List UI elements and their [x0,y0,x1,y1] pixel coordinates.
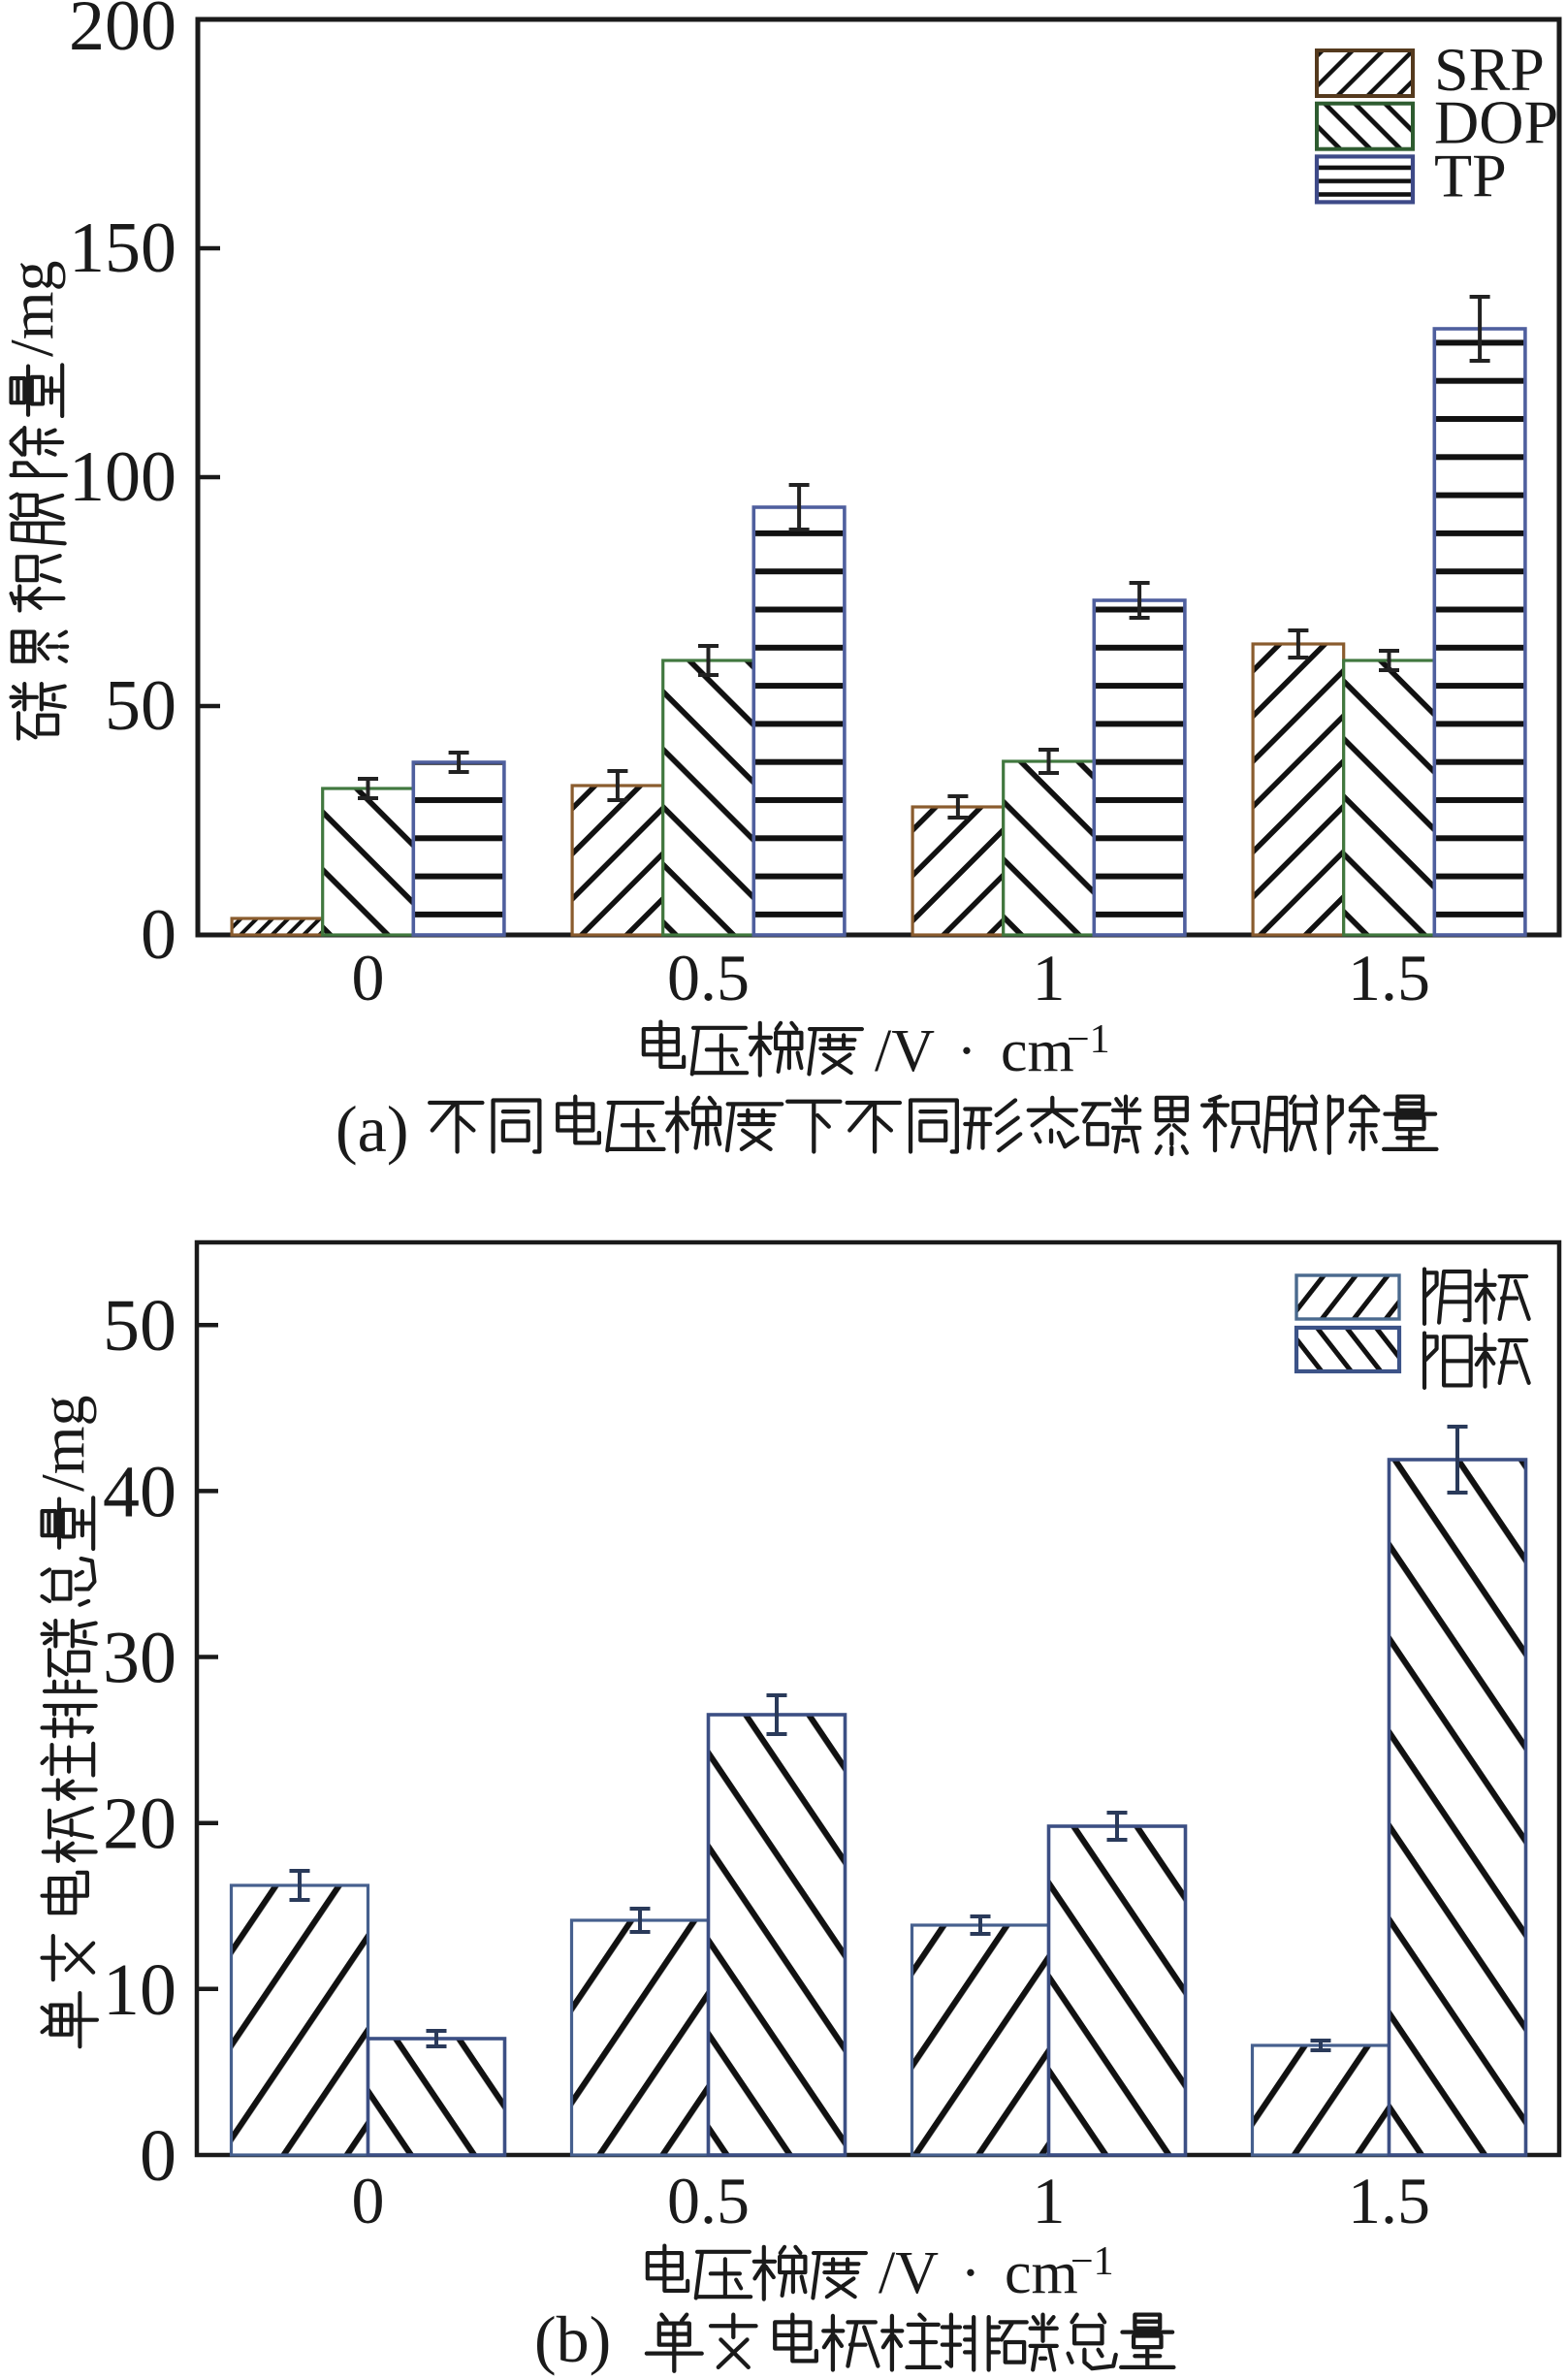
svg-text:1.5: 1.5 [1348,941,1430,1014]
svg-text:1: 1 [1033,2164,1066,2237]
svg-text:(a): (a) [336,1092,408,1166]
svg-text:/mg: /mg [28,1395,97,1492]
svg-text:0: 0 [141,895,176,975]
svg-text:1: 1 [1033,941,1066,1014]
svg-text:−1: −1 [1067,1017,1110,1062]
svg-text:100: 100 [69,437,176,517]
svg-text:·: · [957,1018,977,1084]
svg-text:DOP: DOP [1434,88,1558,157]
svg-text:20: 20 [103,1784,176,1865]
svg-text:−1: −1 [1071,2239,1114,2284]
svg-text:150: 150 [69,209,176,288]
svg-text:0: 0 [352,941,385,1014]
svg-text:1.5: 1.5 [1348,2164,1430,2237]
svg-text:0: 0 [140,2115,176,2197]
svg-text:cm: cm [1001,1018,1074,1084]
svg-text:TP: TP [1434,141,1507,209]
svg-text:40: 40 [103,1451,176,1532]
svg-text:50: 50 [105,666,176,746]
svg-text:/V: /V [879,2240,939,2306]
svg-text:30: 30 [103,1618,176,1699]
svg-text:SRP: SRP [1434,35,1545,104]
svg-text:/V: /V [875,1018,935,1084]
svg-text:10: 10 [103,1949,176,2031]
svg-text:0: 0 [352,2164,385,2237]
svg-text:(b): (b) [534,2302,611,2376]
svg-text:/mg: /mg [0,260,66,357]
svg-text:cm: cm [1005,2240,1078,2306]
svg-text:200: 200 [69,0,176,66]
svg-text:0.5: 0.5 [667,941,750,1014]
svg-text:·: · [961,2240,981,2306]
svg-text:50: 50 [103,1285,176,1367]
svg-text:0.5: 0.5 [667,2164,750,2237]
